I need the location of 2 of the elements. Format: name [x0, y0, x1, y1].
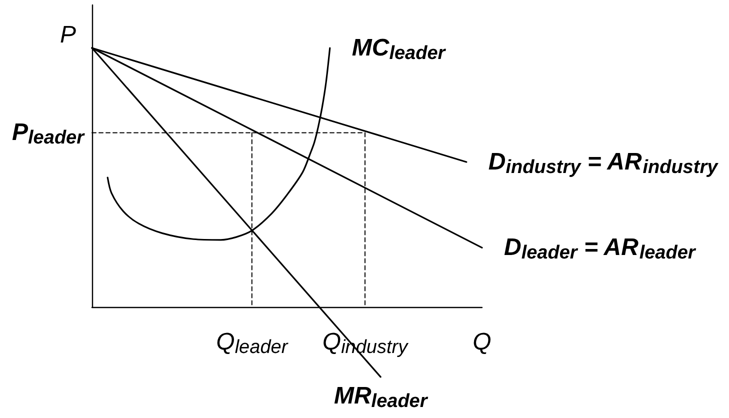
y-axis-title: P [60, 22, 76, 48]
x-axis-title: Q [472, 328, 492, 356]
